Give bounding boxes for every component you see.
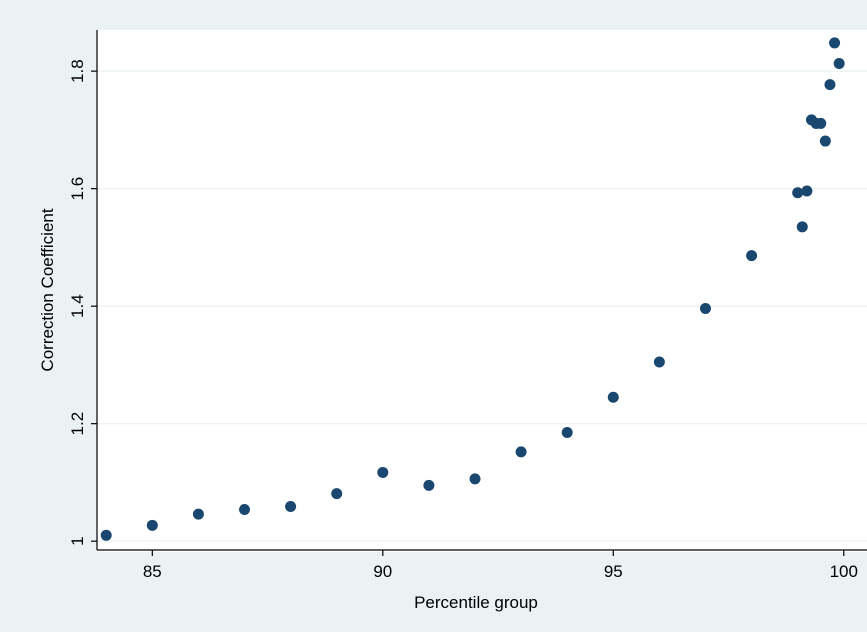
axes bbox=[96, 30, 867, 551]
x-tick-label: 100 bbox=[830, 562, 858, 581]
data-point bbox=[100, 529, 112, 541]
data-point bbox=[792, 187, 804, 199]
data-point bbox=[239, 503, 251, 515]
plot-area bbox=[97, 30, 867, 552]
x-tick-label: 85 bbox=[143, 562, 162, 581]
x-tick-label: 90 bbox=[373, 562, 392, 581]
y-axis-title: Correction Coefficient bbox=[38, 208, 57, 371]
x-axis-title: Percentile group bbox=[414, 593, 538, 612]
data-point bbox=[146, 519, 158, 531]
data-point bbox=[796, 221, 808, 233]
y-tick-label: 1.2 bbox=[68, 412, 87, 436]
data-point bbox=[829, 37, 841, 49]
data-point bbox=[833, 57, 845, 69]
y-tick-label: 1 bbox=[68, 536, 87, 545]
data-point bbox=[469, 473, 481, 485]
data-point bbox=[515, 446, 527, 458]
data-point bbox=[423, 479, 435, 491]
x-tick-label: 95 bbox=[604, 562, 623, 581]
gridlines bbox=[97, 70, 867, 542]
data-points bbox=[100, 37, 845, 541]
data-point bbox=[815, 117, 827, 129]
data-point bbox=[192, 508, 204, 520]
y-tick-label: 1.4 bbox=[68, 294, 87, 318]
y-tick-label: 1.6 bbox=[68, 177, 87, 201]
data-point bbox=[285, 501, 297, 513]
y-tick-label: 1.8 bbox=[68, 59, 87, 83]
data-point bbox=[801, 185, 813, 197]
data-point bbox=[561, 426, 573, 438]
data-point bbox=[819, 135, 831, 147]
data-point bbox=[699, 303, 711, 315]
axis-ticks: 1 1.2 1.4 1.6 1.8 85 90 95 100 bbox=[68, 59, 858, 581]
data-point bbox=[607, 391, 619, 403]
data-point bbox=[331, 488, 343, 500]
data-point bbox=[377, 466, 389, 478]
data-point bbox=[653, 356, 665, 368]
data-point bbox=[746, 250, 758, 262]
data-point bbox=[824, 79, 836, 91]
